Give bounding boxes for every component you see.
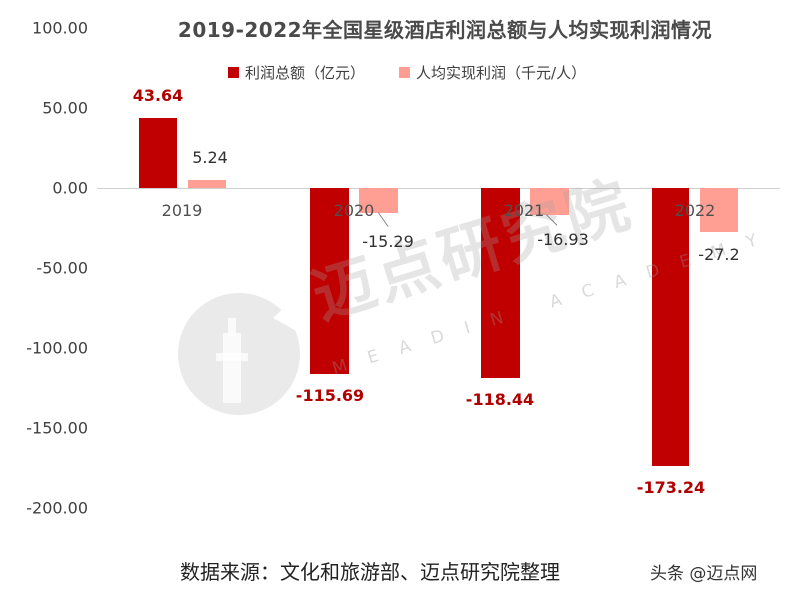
y-tick: 100.00 <box>32 18 88 38</box>
legend-label: 人均实现利润（千元/人） <box>416 64 587 82</box>
x-label-2020: 2020 <box>333 201 375 220</box>
value-label-total-2020: -115.69 <box>295 386 365 405</box>
value-label-per-capita-2020: -15.29 <box>362 232 414 251</box>
bar-total-profit-2021 <box>481 188 520 378</box>
bar-per-capita-2022 <box>700 188 738 232</box>
bar-per-capita-2019 <box>188 180 226 188</box>
y-tick: -100.00 <box>26 338 88 358</box>
data-source-note: 数据来源：文化和旅游部、迈点研究院整理 <box>180 560 560 584</box>
bar-per-capita-2020 <box>359 188 398 213</box>
bar-total-profit-2019 <box>139 118 177 188</box>
legend-item-per-capita-profit: 人均实现利润（千元/人） <box>399 62 586 83</box>
watermark-logo-icon <box>178 293 300 415</box>
credit-watermark: 头条 @迈点网 <box>650 564 758 584</box>
chart-title: 2019-2022年全国星级酒店利润总额与人均实现利润情况 <box>177 18 713 42</box>
x-label-2019: 2019 <box>161 201 203 220</box>
value-label-per-capita-2021: -16.93 <box>537 230 589 249</box>
legend-item-total-profit: 利润总额（亿元） <box>228 62 365 83</box>
bar-total-profit-2022 <box>652 188 689 466</box>
bar-total-profit-2020 <box>310 188 349 374</box>
chart-legend: 利润总额（亿元） 人均实现利润（千元/人） <box>228 62 586 83</box>
value-label-per-capita-2022: -27.2 <box>698 245 740 264</box>
y-tick: -50.00 <box>36 258 88 278</box>
legend-swatch-light-red <box>399 67 411 78</box>
y-tick: -150.00 <box>26 418 88 438</box>
value-label-total-2022: -173.24 <box>636 478 706 497</box>
watermark-text: 迈点研究院 <box>304 166 642 334</box>
y-tick: 50.00 <box>42 98 88 118</box>
value-label-per-capita-2019: 5.24 <box>192 148 228 167</box>
x-label-2022: 2022 <box>674 201 716 220</box>
leader-line <box>546 214 558 226</box>
value-label-total-2019: 43.64 <box>132 86 184 105</box>
y-tick: 0.00 <box>52 178 88 198</box>
y-tick: -200.00 <box>26 498 88 518</box>
x-label-2021: 2021 <box>503 201 545 220</box>
value-label-total-2021: -118.44 <box>465 390 535 409</box>
x-axis-line <box>97 188 780 189</box>
bar-per-capita-2021 <box>530 188 569 215</box>
leader-line <box>378 212 389 227</box>
legend-label: 利润总额（亿元） <box>245 64 366 82</box>
legend-swatch-dark-red <box>228 67 239 78</box>
